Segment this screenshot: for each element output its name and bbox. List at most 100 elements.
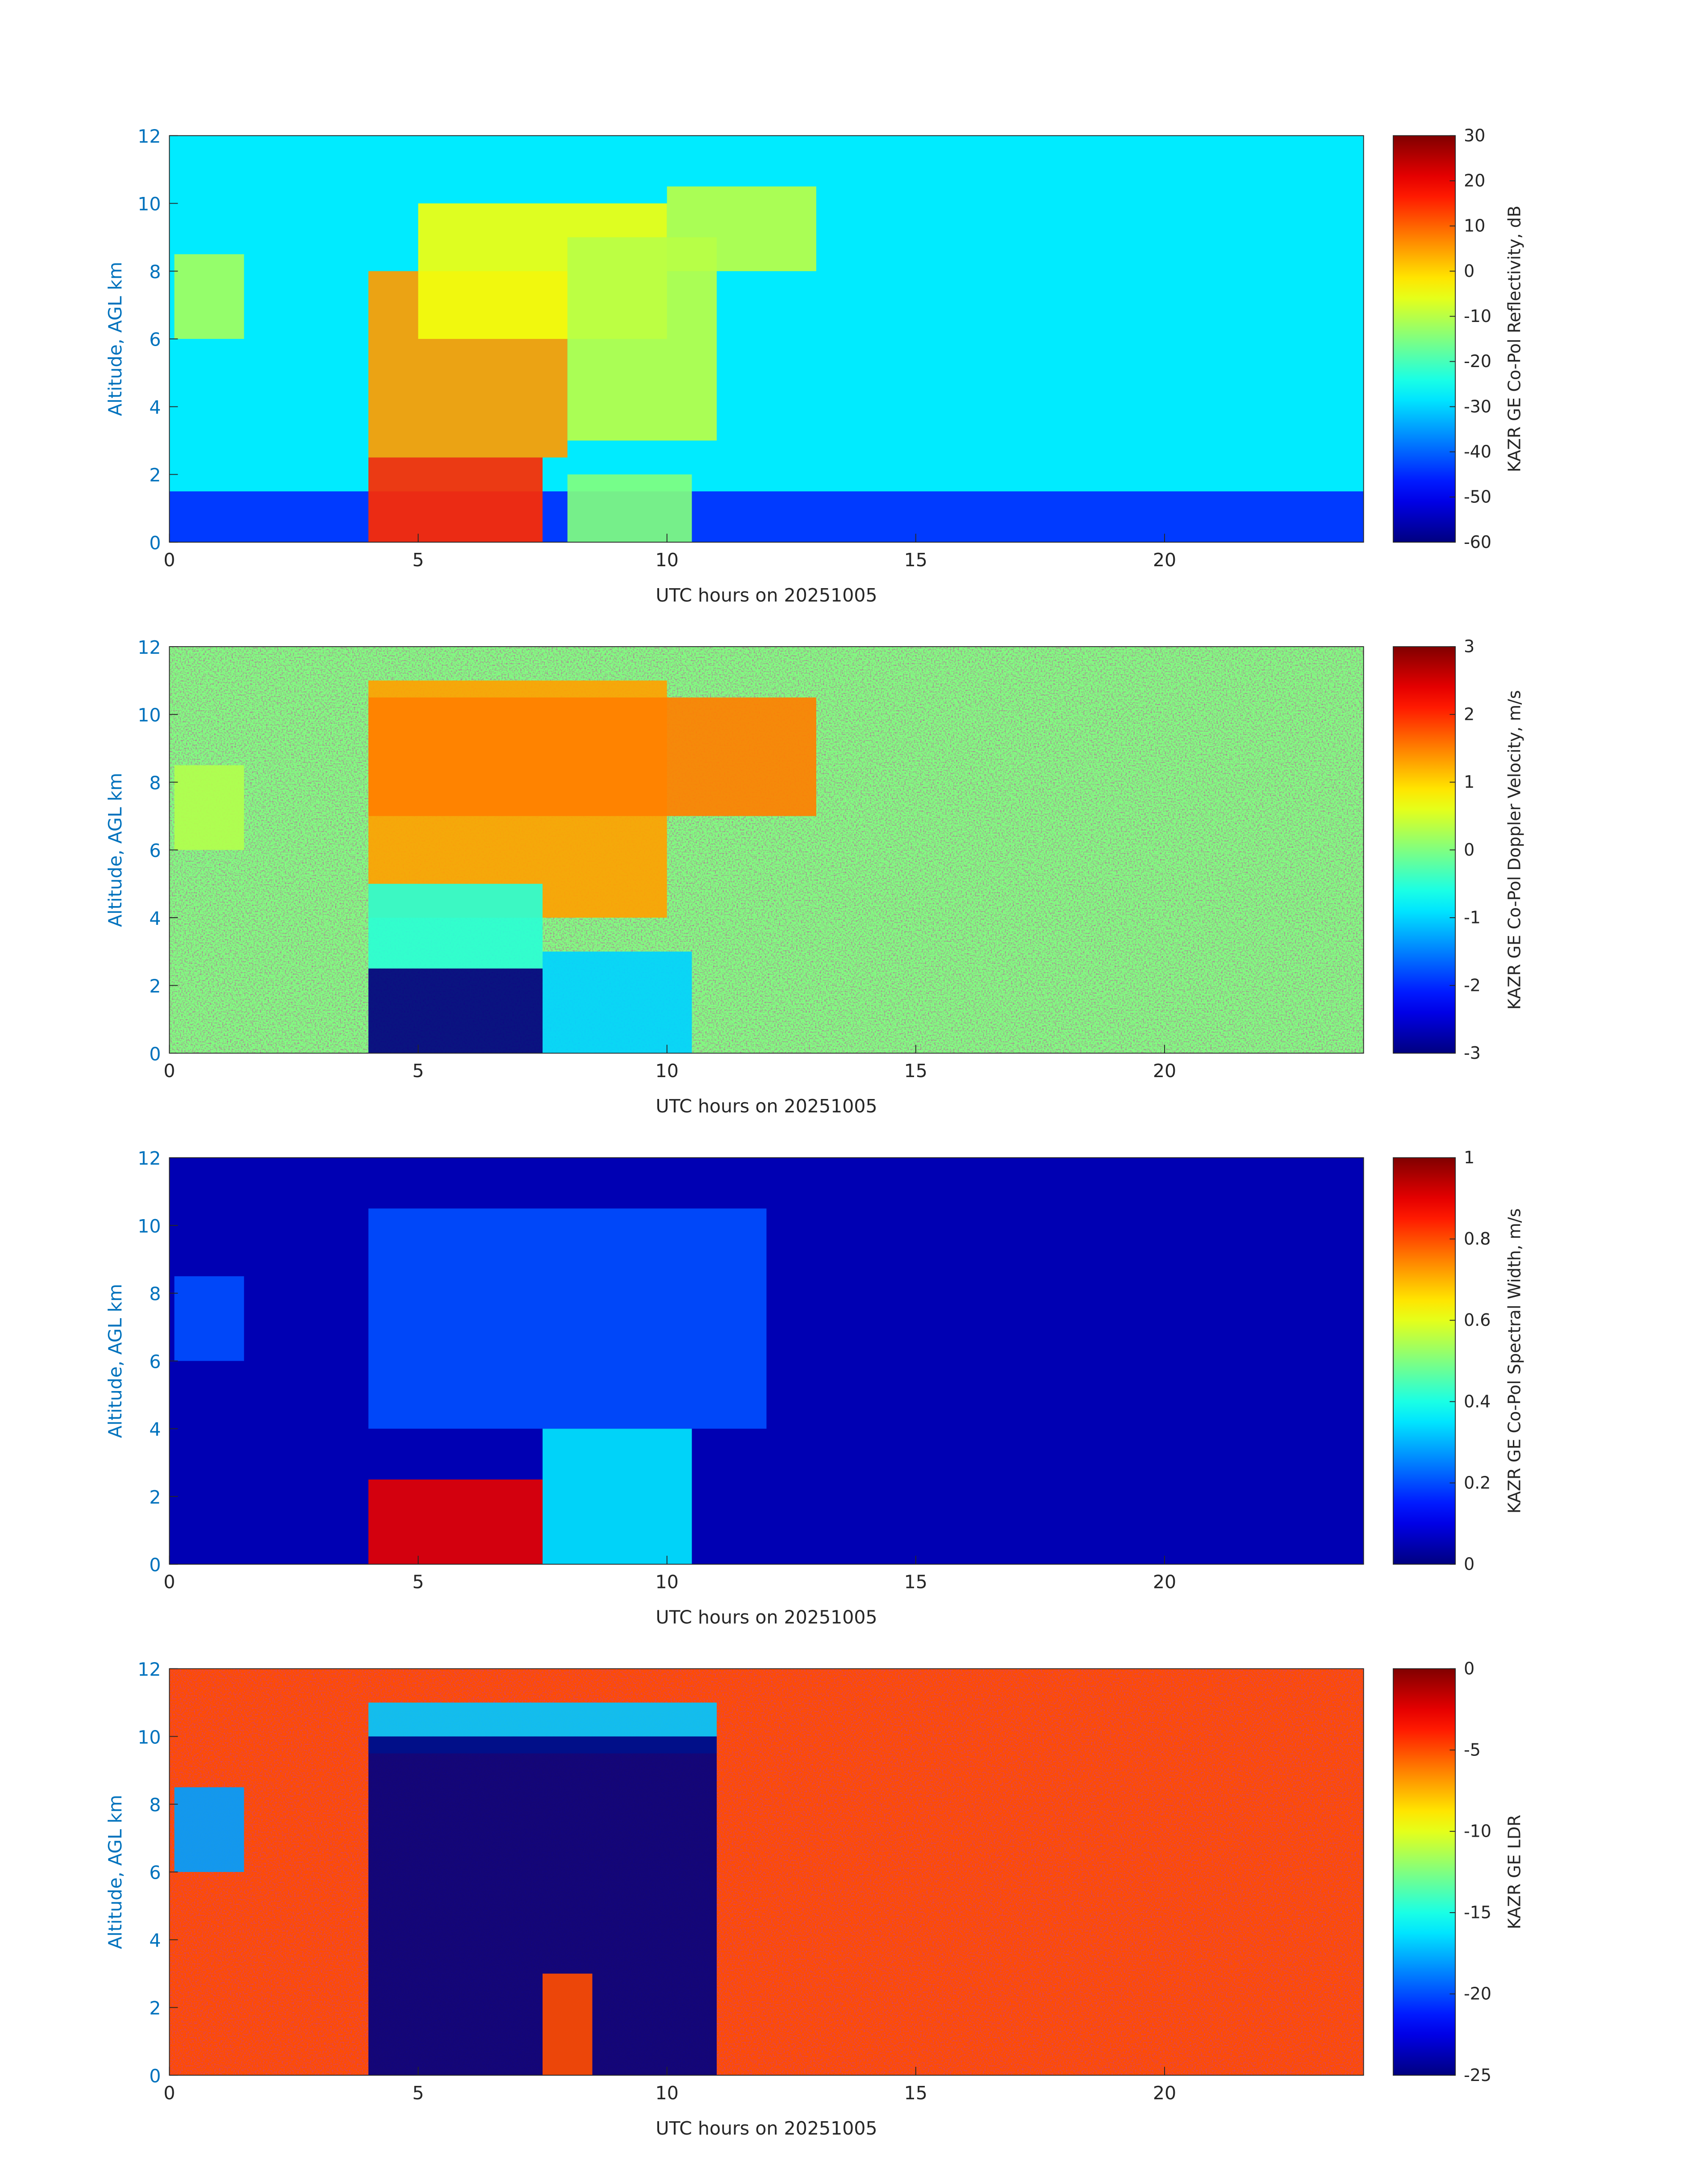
colorbar <box>1393 135 1456 543</box>
colorbar-label: KAZR GE Co-Pol Spectral Width, m/s <box>1505 1208 1524 1514</box>
colorbar-tick-label: 0.8 <box>1464 1229 1491 1249</box>
colorbar-tick-label: -20 <box>1464 1984 1491 2004</box>
x-axis-label: UTC hours on 20251005 <box>656 2118 877 2139</box>
colorbar-label: KAZR GE LDR <box>1505 1815 1524 1930</box>
y-tick-label: 12 <box>138 126 161 147</box>
y-tick-label: 12 <box>138 637 161 658</box>
x-tick-label: 20 <box>1153 1571 1176 1593</box>
y-tick-label: 4 <box>149 1419 161 1440</box>
colorbar-tick-label: 3 <box>1464 637 1474 656</box>
colorbar-tick-label: 0.2 <box>1464 1473 1491 1492</box>
x-axis-label: UTC hours on 20251005 <box>656 585 877 606</box>
y-tick-label: 2 <box>149 1487 161 1508</box>
x-tick-label: 5 <box>412 2082 424 2104</box>
colorbar-tick-label: -10 <box>1464 1822 1491 1841</box>
colorbar-tick-label: -30 <box>1464 397 1491 416</box>
y-tick-label: 2 <box>149 1997 161 2019</box>
x-tick-label: 10 <box>656 2082 679 2104</box>
x-tick-label: 10 <box>656 549 679 571</box>
colorbar-tick-label: 2 <box>1464 704 1474 724</box>
colorbar-label: KAZR GE Co-Pol Doppler Velocity, m/s <box>1505 690 1524 1010</box>
y-tick-label: 10 <box>138 1726 161 1748</box>
colorbar-tick-label: -50 <box>1464 487 1491 507</box>
colorbar-tick-label: -25 <box>1464 2065 1491 2085</box>
heatmap-cell <box>567 474 692 543</box>
x-tick-label: 15 <box>904 549 927 571</box>
y-axis-label: Altitude, AGL km <box>104 262 126 416</box>
y-tick-label: 0 <box>149 2065 161 2087</box>
x-tick-label: 5 <box>412 1060 424 1082</box>
x-tick-label: 0 <box>163 549 175 571</box>
colorbar-tick-label: 30 <box>1464 125 1485 145</box>
colorbar-tick-label: -60 <box>1464 532 1491 552</box>
heatmap-cell <box>543 951 692 1053</box>
colorbar-tick-label: 0.4 <box>1464 1391 1491 1411</box>
heatmap-cell <box>543 1973 593 2076</box>
y-tick-label: 8 <box>149 1283 161 1305</box>
x-tick-label: 10 <box>656 1060 679 1082</box>
y-tick-label: 2 <box>149 976 161 997</box>
x-axis-label: UTC hours on 20251005 <box>656 1607 877 1628</box>
x-tick-label: 5 <box>412 549 424 571</box>
heatmap-cell <box>368 884 543 969</box>
colorbar-tick-label: 0.6 <box>1464 1310 1491 1330</box>
heatmap-cell <box>543 1429 692 1564</box>
colorbar-tick-label: -15 <box>1464 1903 1491 1922</box>
y-axis-label: Altitude, AGL km <box>104 773 126 927</box>
heatmap-cell <box>368 968 543 1053</box>
colorbar-tick-label: -1 <box>1464 908 1481 928</box>
colorbar-tick-label: 1 <box>1464 1148 1474 1167</box>
colorbar-tick-label: -20 <box>1464 351 1491 371</box>
x-axis-label: UTC hours on 20251005 <box>656 1095 877 1117</box>
x-tick-label: 20 <box>1153 549 1176 571</box>
heatmap-cell <box>368 1479 543 1564</box>
heatmap-cell <box>368 1208 767 1429</box>
colorbar-tick-label: 0 <box>1464 840 1474 860</box>
y-tick-label: 10 <box>138 705 161 726</box>
heatmap-cell <box>368 697 816 816</box>
x-tick-label: 15 <box>904 1571 927 1593</box>
colorbar-tick-label: -2 <box>1464 975 1481 995</box>
y-tick-label: 0 <box>149 532 161 554</box>
colorbar <box>1393 1668 1456 2076</box>
colorbar <box>1393 1157 1456 1565</box>
y-tick-label: 4 <box>149 1930 161 1951</box>
y-tick-label: 4 <box>149 908 161 929</box>
y-tick-label: 8 <box>149 1794 161 1816</box>
y-tick-label: 6 <box>149 329 161 351</box>
heatmap-cell <box>174 1276 244 1361</box>
y-tick-label: 12 <box>138 1148 161 1169</box>
x-tick-label: 0 <box>163 1060 175 1082</box>
colorbar-tick-label: 1 <box>1464 772 1474 792</box>
heatmap-cell <box>174 765 244 850</box>
colorbar-tick-label: -40 <box>1464 442 1491 461</box>
y-tick-label: 0 <box>149 1043 161 1065</box>
y-axis-label: Altitude, AGL km <box>104 1284 126 1438</box>
colorbar-tick-label: -3 <box>1464 1043 1481 1063</box>
heatmap-cell <box>368 457 543 543</box>
x-tick-label: 15 <box>904 2082 927 2104</box>
colorbar-label: KAZR GE Co-Pol Reflectivity, dB <box>1505 205 1524 472</box>
x-tick-label: 15 <box>904 1060 927 1082</box>
y-tick-label: 6 <box>149 1351 161 1372</box>
y-tick-label: 10 <box>138 1216 161 1237</box>
y-tick-label: 2 <box>149 464 161 486</box>
colorbar-tick-label: 20 <box>1464 171 1485 191</box>
colorbar-tick-label: 0 <box>1464 1554 1474 1574</box>
colorbar-tick-label: -10 <box>1464 306 1491 326</box>
y-tick-label: 8 <box>149 772 161 794</box>
colorbar-tick-label: 10 <box>1464 216 1485 236</box>
y-tick-label: 0 <box>149 1554 161 1576</box>
y-tick-label: 12 <box>138 1659 161 1680</box>
heatmap-cell <box>667 186 816 272</box>
noise-texture <box>169 1668 1364 2076</box>
y-tick-label: 10 <box>138 193 161 215</box>
x-tick-label: 20 <box>1153 2082 1176 2104</box>
y-tick-label: 6 <box>149 840 161 861</box>
y-tick-label: 8 <box>149 261 161 283</box>
colorbar <box>1393 646 1456 1054</box>
x-tick-label: 5 <box>412 1571 424 1593</box>
colorbar-tick-label: -5 <box>1464 1740 1481 1759</box>
